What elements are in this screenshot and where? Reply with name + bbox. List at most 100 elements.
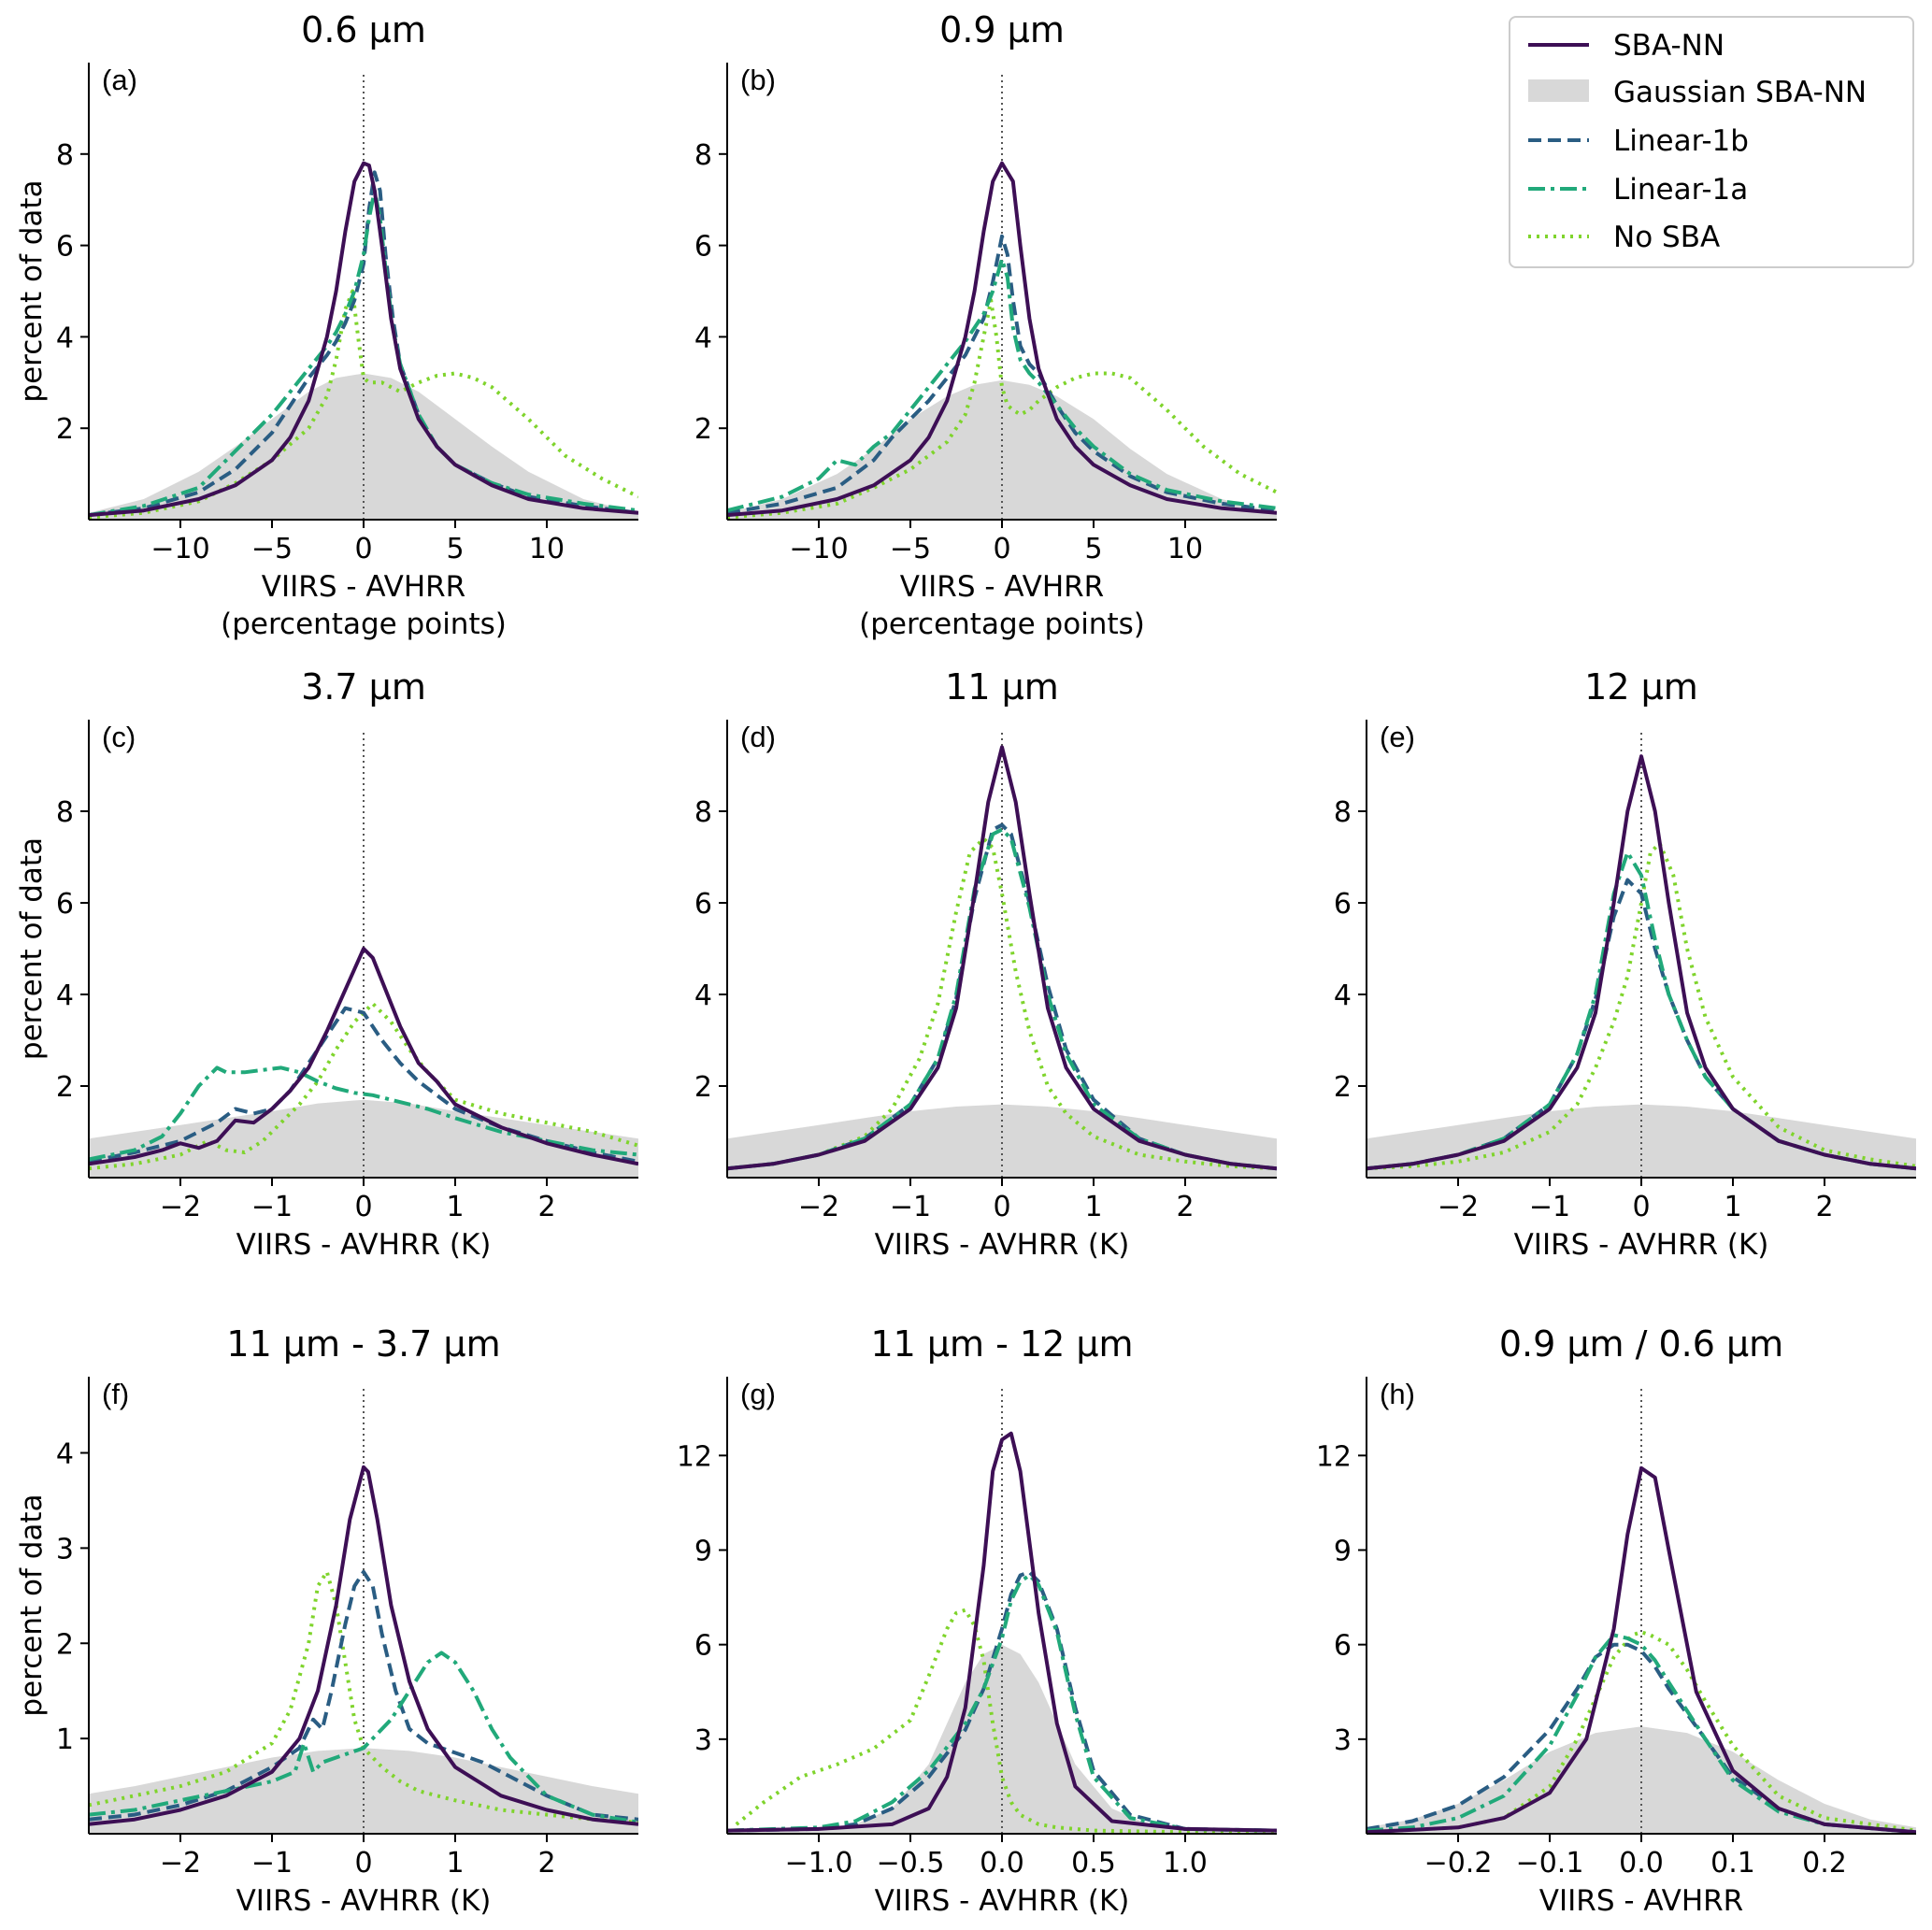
- panel-h-xtick-label: −0.2: [1424, 1847, 1493, 1880]
- panel-d-xtick-label: 0: [993, 1191, 1010, 1223]
- panel-f-ytick-label: 1: [56, 1723, 74, 1756]
- panel-b-plot-area: [727, 74, 1277, 520]
- panel-f-label: (f): [102, 1378, 129, 1410]
- panel-g-series-linear-1b: [727, 1570, 1277, 1833]
- panel-b-xlabel: VIIRS - AVHRR: [900, 570, 1104, 604]
- panel-g-ytick-label: 3: [694, 1724, 712, 1757]
- panel-h-xtick-label: −0.1: [1516, 1847, 1584, 1880]
- panel-c-ylabel: percent of data: [15, 837, 49, 1060]
- panel-a-ytick-label: 8: [56, 139, 74, 172]
- panel-f-xtick-label: 2: [537, 1847, 555, 1880]
- panel-a-ytick-label: 6: [56, 231, 74, 264]
- panel-h-xtick-label: 0.2: [1802, 1847, 1847, 1880]
- panel-a-title: 0.6 µm: [301, 9, 426, 50]
- panel-e-plot-area: [1367, 731, 1916, 1178]
- panel-a: 0.6 µm (a) −10 −5 0 5 10 2 4 6 8 VIIRS - AVHRR (perc…: [15, 9, 638, 641]
- panel-h-series-linear-1a: [1367, 1633, 1916, 1834]
- panel-b-series-sba-nn: [727, 161, 1277, 518]
- panel-b-title: 0.9 µm: [939, 9, 1065, 50]
- panel-h-ytick-label: 12: [1316, 1440, 1352, 1473]
- panel-c-xtick-label: 0: [354, 1191, 372, 1223]
- panel-g-series-sba-nn: [727, 1431, 1277, 1833]
- panel-c-plot-area: [89, 731, 638, 1178]
- panel-d-xtick-label: 1: [1084, 1191, 1102, 1223]
- panel-f-ytick-label: 2: [56, 1628, 74, 1661]
- panel-a-xtick-label: 0: [354, 533, 372, 565]
- panel-g-xtick-label: −0.5: [877, 1847, 945, 1880]
- panel-a-xtick-label: 10: [529, 533, 565, 565]
- panel-h-label: (h): [1380, 1378, 1415, 1410]
- panel-d-plot-area: [727, 731, 1277, 1178]
- panel-h-ytick-label: 3: [1334, 1724, 1352, 1757]
- panel-d-xlabel: VIIRS - AVHRR (K): [875, 1228, 1130, 1262]
- panel-f-series-sba-nn: [89, 1465, 638, 1826]
- panel-d-xtick-label: −1: [890, 1191, 931, 1223]
- panel-b-series-linear-1a: [727, 257, 1277, 513]
- panel-b-series-gaussian-sba-nn: [727, 379, 1277, 520]
- panel-b-xtick-label: 0: [993, 533, 1010, 565]
- panel-f-plot-area: [89, 1388, 638, 1834]
- panel-b-label: (b): [740, 64, 776, 96]
- panel-b: 0.9 µm (b) −10 −5 0 5 10 2 4 6 8 VIIRS - AVHRR (perc…: [694, 9, 1277, 641]
- panel-b-series-no-sba: [727, 298, 1277, 520]
- panel-e-ytick-label: 6: [1334, 888, 1352, 921]
- panel-c-title: 3.7 µm: [301, 666, 426, 708]
- panel-e-ytick-label: 2: [1334, 1071, 1352, 1104]
- panel-b-ytick-label: 2: [694, 413, 712, 446]
- panel-g-xtick-label: 0.0: [980, 1847, 1024, 1880]
- panel-h-series-linear-1b: [1367, 1642, 1916, 1834]
- panel-g-ytick-label: 12: [677, 1440, 712, 1473]
- panel-a-ylabel: percent of data: [15, 179, 49, 402]
- panel-d-title: 11 µm: [945, 666, 1059, 708]
- panel-h: 0.9 µm / 0.6 µm (h) −0.2 −0.1 0.0 0.1 0.2 3 6 9 12…: [1316, 1323, 1916, 1918]
- panel-a-plot-area: [89, 74, 638, 520]
- panel-d-series-sba-nn: [727, 745, 1277, 1171]
- panel-f-title: 11 µm - 3.7 µm: [226, 1323, 500, 1365]
- legend-label-gaussian: Gaussian SBA-NN: [1613, 76, 1867, 109]
- panel-e-ytick-label: 4: [1334, 979, 1352, 1012]
- panel-f-xtick-label: 0: [354, 1847, 372, 1880]
- panel-f-ytick-label: 4: [56, 1438, 74, 1471]
- legend-frame: [1509, 16, 1914, 268]
- panel-h-xtick-label: 0.1: [1710, 1847, 1755, 1880]
- panel-a-ytick-label: 4: [56, 322, 74, 354]
- panel-g: 11 µm - 12 µm (g) −1.0 −0.5 0.0 0.5 1.0 3 6 9 12 VI…: [677, 1323, 1277, 1918]
- panel-a-xlabel: (percentage points): [221, 608, 507, 641]
- panel-g-ytick-label: 6: [694, 1630, 712, 1663]
- panel-h-title: 0.9 µm / 0.6 µm: [1499, 1323, 1783, 1365]
- panel-g-title: 11 µm - 12 µm: [870, 1323, 1133, 1365]
- panel-a-xtick-label: −5: [251, 533, 293, 565]
- panel-d-series-gaussian-sba-nn: [727, 1104, 1277, 1178]
- panel-c-ytick-label: 8: [56, 796, 74, 829]
- panel-f-ylabel: percent of data: [15, 1494, 49, 1716]
- panel-b-series-linear-1b: [727, 234, 1277, 515]
- legend-swatch-gaussian: [1528, 79, 1589, 102]
- panel-b-xtick-label: 5: [1084, 533, 1102, 565]
- panel-g-xtick-label: −1.0: [785, 1847, 853, 1880]
- panel-e: 12 µm (e) −2 −1 0 1 2 2 4 6 8 VIIRS - AVHRR (K): [1334, 666, 1916, 1262]
- panel-h-series-sba-nn: [1367, 1465, 1916, 1834]
- panel-c-series-sba-nn: [89, 947, 638, 1166]
- panel-c-series-gaussian-sba-nn: [89, 1099, 638, 1178]
- panel-b-xtick-label: 10: [1167, 533, 1203, 565]
- panel-h-xlabel: VIIRS - AVHRR: [1539, 1884, 1743, 1918]
- panel-c-ytick-label: 6: [56, 888, 74, 921]
- panel-a-xtick-label: 5: [446, 533, 464, 565]
- panel-b-xtick-label: −5: [890, 533, 931, 565]
- panel-g-series-linear-1a: [727, 1573, 1277, 1833]
- panel-a-label: (a): [102, 64, 137, 96]
- panel-e-xtick-label: −1: [1529, 1191, 1570, 1223]
- panel-f-xtick-label: 1: [446, 1847, 464, 1880]
- panel-e-title: 12 µm: [1584, 666, 1698, 708]
- panel-d-ytick-label: 8: [694, 796, 712, 829]
- panel-g-xlabel: VIIRS - AVHRR (K): [875, 1884, 1130, 1918]
- panel-f-xlabel: VIIRS - AVHRR (K): [236, 1884, 492, 1918]
- panel-c-series-linear-1b: [89, 1006, 638, 1164]
- panel-f: 11 µm - 3.7 µm (f) −2 −1 0 1 2 1 2 3 4 VIIRS - AVHR…: [15, 1323, 638, 1918]
- panel-e-ytick-label: 8: [1334, 796, 1352, 829]
- panel-h-xtick-label: 0.0: [1619, 1847, 1664, 1880]
- panel-g-xtick-label: 1.0: [1163, 1847, 1208, 1880]
- panel-c-ytick-label: 4: [56, 979, 74, 1012]
- panel-e-series-sba-nn: [1367, 754, 1916, 1171]
